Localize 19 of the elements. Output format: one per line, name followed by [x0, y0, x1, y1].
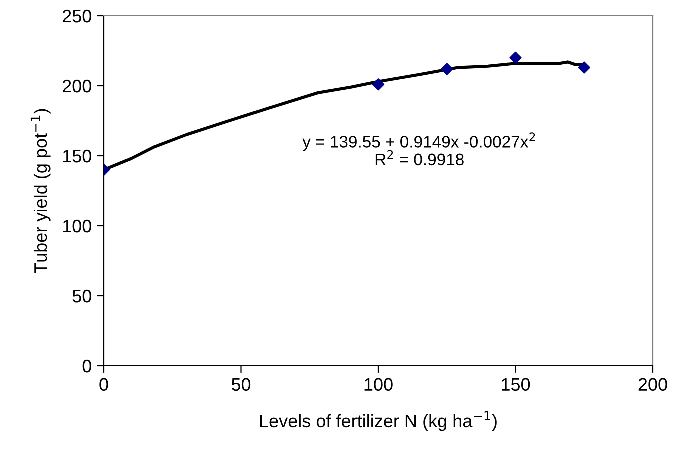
x-tick-label: 50: [232, 378, 251, 392]
y-tick-label: 100: [63, 220, 92, 233]
annotation: y = 139.55 + 0.9149x -0.0027x$^{2}$: [302, 132, 536, 152]
y-tick-label: 200: [62, 80, 92, 93]
point: [510, 52, 522, 64]
x-tick-label: 100: [364, 378, 393, 392]
y-tick-label: 0: [82, 360, 92, 373]
annotation: R$^{2}$ = 0.9918: [376, 150, 464, 166]
x-tick-label: 150: [502, 378, 530, 392]
y-axis-title: Tuber yield (g pot$^{−1}$): [30, 109, 51, 274]
point: [578, 62, 590, 74]
y-tick-label: 150: [63, 150, 92, 163]
point: [372, 78, 385, 91]
y-tick-label: 250: [62, 10, 92, 23]
point: [441, 63, 454, 76]
x-tick-label: 0: [100, 378, 108, 392]
x-axis-title: Levels of fertilizer N (kg ha$^{−1}$): [260, 411, 497, 432]
x-tick-label: 200: [638, 378, 668, 392]
y-tick-label: 50: [72, 290, 92, 303]
